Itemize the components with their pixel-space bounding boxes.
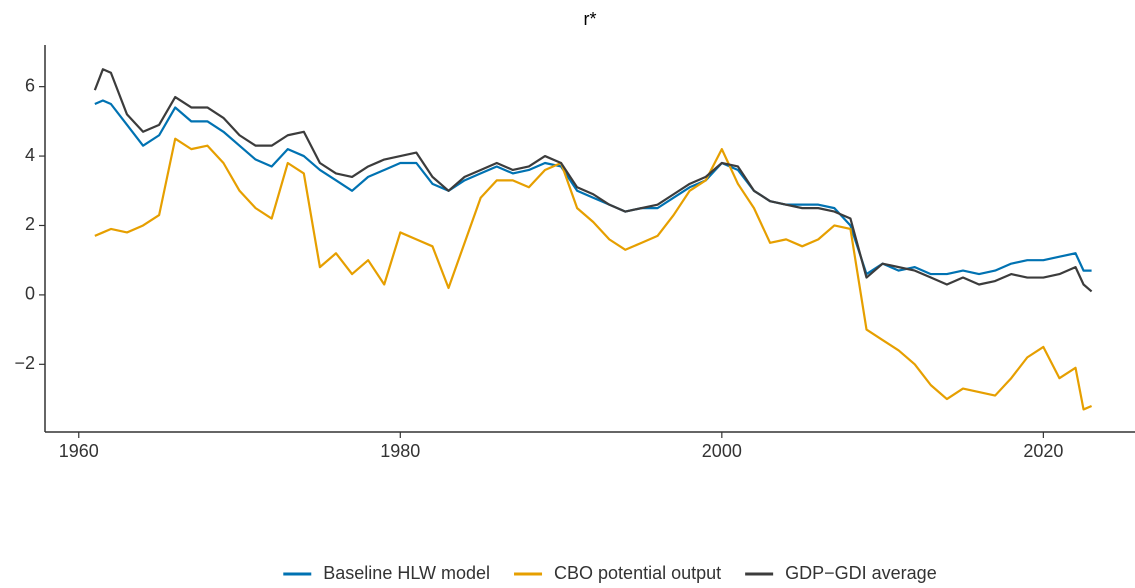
y-tick-label: −2: [14, 353, 35, 373]
y-tick-label: 0: [25, 284, 35, 304]
x-tick-label: 2020: [1023, 441, 1063, 461]
chart-title: r*: [584, 9, 597, 29]
y-tick-label: 4: [25, 145, 35, 165]
legend-label: GDP−GDI average: [785, 563, 937, 583]
x-tick-label: 1960: [59, 441, 99, 461]
x-tick-label: 1980: [380, 441, 420, 461]
y-tick-label: 6: [25, 75, 35, 95]
legend-label: Baseline HLW model: [323, 563, 490, 583]
series-line: [93, 68, 1093, 293]
series-line: [94, 99, 1092, 276]
series-line: [94, 137, 1093, 411]
y-tick-label: 2: [25, 214, 35, 234]
x-tick-label: 2000: [702, 441, 742, 461]
legend-label: CBO potential output: [554, 563, 721, 583]
